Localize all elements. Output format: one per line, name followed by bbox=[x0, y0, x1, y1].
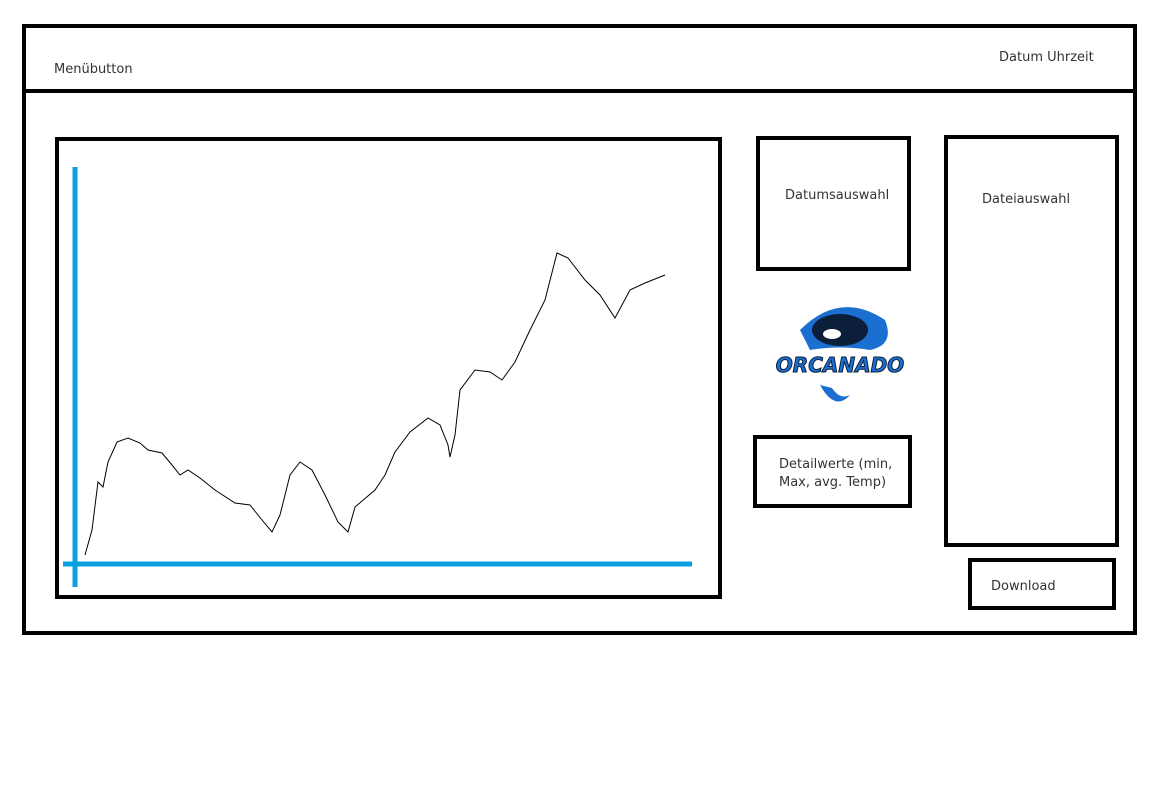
file-picker-label: Dateiauswahl bbox=[982, 192, 1070, 207]
sketch-line bbox=[84, 252, 666, 556]
date-picker[interactable] bbox=[756, 136, 911, 271]
details-line: Max, avg. Temp) bbox=[779, 475, 886, 490]
details-box bbox=[753, 435, 912, 508]
datetime: Datum Uhrzeit bbox=[999, 50, 1094, 65]
logo-text: ORCANADO bbox=[776, 353, 904, 377]
logo-tail bbox=[820, 385, 850, 402]
download-label: Download bbox=[991, 579, 1056, 594]
details-line: Detailwerte (min, bbox=[779, 457, 892, 472]
logo-orca-patch bbox=[823, 329, 841, 339]
menu-button[interactable]: Menübutton bbox=[54, 62, 133, 77]
date-picker-label: Datumsauswahl bbox=[785, 188, 889, 203]
logo: ORCANADO bbox=[775, 307, 905, 402]
chart-frame bbox=[55, 137, 722, 599]
app-frame bbox=[22, 24, 1137, 635]
file-picker[interactable] bbox=[944, 135, 1119, 547]
download-button[interactable] bbox=[968, 558, 1116, 610]
logo-orca bbox=[812, 314, 868, 346]
chart-panel bbox=[55, 137, 722, 599]
